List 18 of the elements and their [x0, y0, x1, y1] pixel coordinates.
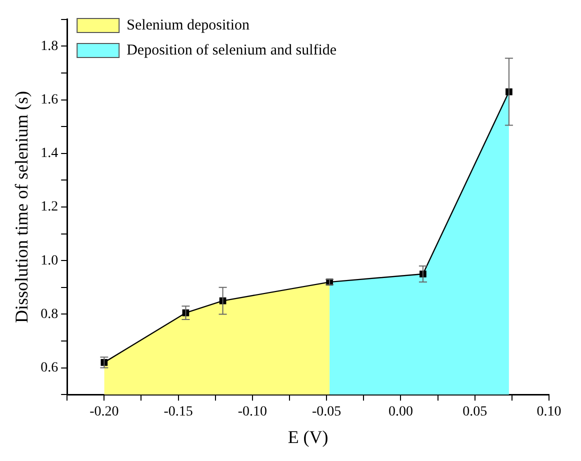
- x-tick-label: -0.05: [312, 404, 342, 420]
- x-tick-label: -0.10: [238, 404, 268, 420]
- y-tick-label: 1.6: [40, 92, 58, 108]
- x-tick-label: 0.10: [536, 404, 562, 420]
- y-tick-label: 1.2: [40, 200, 58, 215]
- x-tick-label: 0.00: [388, 404, 413, 420]
- y-tick-label: 1.0: [40, 253, 58, 268]
- legend-label: Deposition of selenium and sulfide: [126, 42, 337, 58]
- y-tick-label: 1.4: [40, 146, 58, 162]
- x-tick-label: 0.05: [462, 404, 488, 420]
- x-axis-title: E (V): [288, 426, 328, 447]
- y-tick-label: 0.8: [40, 306, 58, 322]
- y-axis-title: Dissolution time of selenium (s): [12, 91, 32, 323]
- x-tick-label: -0.15: [164, 404, 193, 420]
- legend-label: Selenium deposition: [126, 17, 250, 34]
- x-tick-label: -0.20: [90, 404, 119, 420]
- y-tick-label: 0.6: [40, 360, 58, 376]
- y-tick-label: 1.8: [40, 38, 58, 54]
